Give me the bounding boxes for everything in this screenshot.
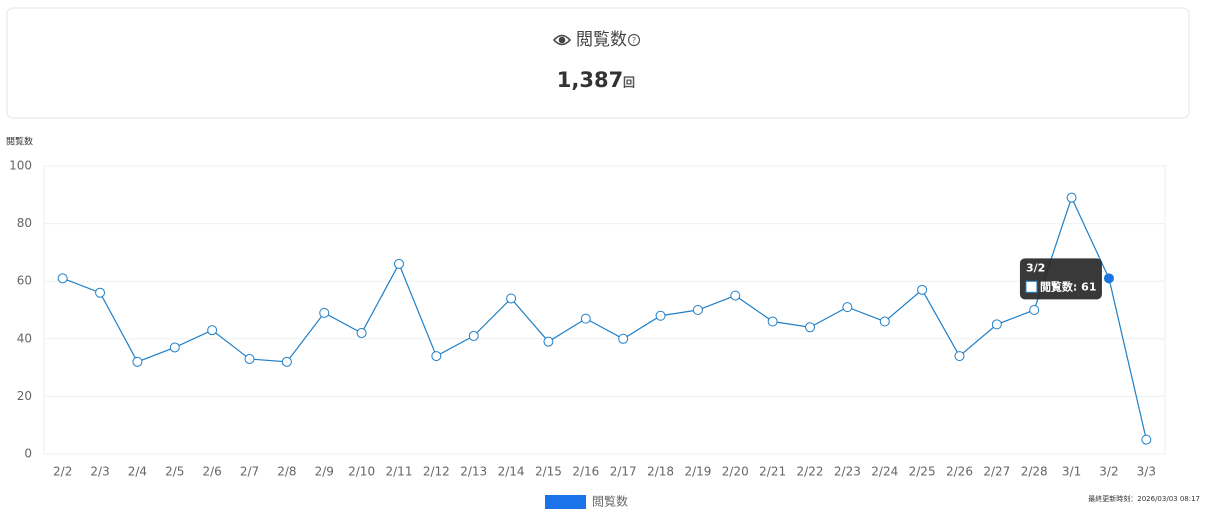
data-point bbox=[917, 284, 928, 295]
data-point bbox=[805, 322, 816, 333]
card-title: 閲覧数 bbox=[576, 30, 627, 50]
data-point bbox=[356, 328, 367, 339]
series-line bbox=[62, 196, 1147, 440]
x-tick-label: 2/14 bbox=[498, 465, 525, 479]
x-tick-label: 2/3 bbox=[90, 465, 109, 479]
x-tick-label: 2/27 bbox=[983, 465, 1010, 479]
x-tick-label: 2/20 bbox=[722, 465, 749, 479]
x-tick-label: 3/1 bbox=[1062, 465, 1081, 479]
x-tick-label: 2/16 bbox=[572, 465, 599, 479]
tooltip: 3/2 閲覧数: 61 bbox=[1019, 258, 1102, 300]
data-point bbox=[692, 305, 703, 315]
x-tick-label: 2/15 bbox=[535, 465, 562, 479]
data-point bbox=[57, 273, 68, 284]
plot-area bbox=[43, 165, 1166, 455]
data-point bbox=[95, 287, 106, 298]
legend-swatch bbox=[545, 495, 586, 509]
x-tick-label: 2/18 bbox=[647, 465, 674, 479]
data-point bbox=[655, 310, 666, 321]
data-point bbox=[393, 258, 404, 269]
data-point bbox=[506, 293, 517, 304]
y-axis-label: 閲覧数 bbox=[6, 136, 33, 148]
legend-label: 閲覧数 bbox=[592, 494, 628, 509]
x-tick-label: 2/11 bbox=[386, 465, 413, 479]
data-point bbox=[468, 330, 479, 341]
x-tick-label: 2/17 bbox=[610, 465, 637, 479]
y-tick-label: 40 bbox=[17, 331, 32, 345]
x-tick-label: 2/9 bbox=[315, 465, 334, 479]
data-point bbox=[991, 319, 1002, 330]
data-point bbox=[879, 316, 890, 327]
y-tick-label: 0 bbox=[24, 447, 32, 461]
summary-card bbox=[6, 7, 1190, 119]
x-tick-label: 2/23 bbox=[834, 465, 861, 479]
x-tick-label: 2/4 bbox=[128, 465, 147, 479]
data-point bbox=[543, 336, 554, 347]
data-point bbox=[580, 313, 591, 324]
tooltip-title: 3/2 bbox=[1026, 261, 1045, 274]
data-point bbox=[132, 356, 143, 367]
data-point bbox=[169, 342, 180, 353]
tooltip-text: 閲覧数: 61 bbox=[1040, 279, 1097, 293]
x-tick-label: 2/28 bbox=[1021, 465, 1048, 479]
x-tick-label: 2/12 bbox=[423, 465, 450, 479]
data-point bbox=[618, 333, 629, 344]
tooltip-swatch bbox=[1025, 280, 1038, 293]
data-point bbox=[767, 316, 778, 327]
x-tick-label: 2/13 bbox=[460, 465, 487, 479]
x-tick-label: 2/25 bbox=[909, 465, 936, 479]
data-point bbox=[244, 353, 255, 364]
total-value: 1,387 bbox=[557, 68, 623, 92]
x-tick-label: 2/10 bbox=[348, 465, 375, 479]
x-tick-label: 2/26 bbox=[946, 465, 973, 479]
x-tick-label: 2/2 bbox=[53, 465, 72, 479]
data-point bbox=[281, 356, 292, 367]
data-point bbox=[842, 302, 853, 313]
x-tick-label: 3/3 bbox=[1137, 465, 1156, 479]
x-tick-label: 2/8 bbox=[277, 465, 296, 479]
data-point bbox=[1103, 273, 1114, 284]
svg-text:?: ? bbox=[632, 36, 636, 45]
eye-icon bbox=[552, 34, 572, 46]
data-point bbox=[319, 307, 330, 318]
x-tick-label: 2/21 bbox=[759, 465, 786, 479]
data-point bbox=[431, 351, 442, 362]
x-tick-label: 3/2 bbox=[1099, 465, 1118, 479]
y-tick-label: 80 bbox=[17, 216, 32, 230]
x-tick-label: 2/24 bbox=[871, 465, 898, 479]
data-point bbox=[1029, 305, 1040, 315]
data-point bbox=[954, 351, 965, 362]
x-tick-label: 2/7 bbox=[240, 465, 259, 479]
data-point bbox=[207, 325, 218, 336]
data-point bbox=[1066, 192, 1077, 203]
total-unit: 回 bbox=[623, 76, 635, 90]
y-tick-label: 60 bbox=[17, 274, 32, 288]
y-tick-label: 100 bbox=[9, 159, 32, 173]
x-tick-label: 2/22 bbox=[797, 465, 824, 479]
help-icon[interactable]: ? bbox=[627, 33, 641, 47]
x-tick-label: 2/19 bbox=[684, 465, 711, 479]
updated-time: 最終更新時刻：2026/03/03 08:17 bbox=[1088, 494, 1200, 503]
x-tick-label: 2/6 bbox=[202, 465, 221, 479]
tooltip-box bbox=[1019, 258, 1102, 300]
data-point bbox=[1141, 434, 1152, 445]
data-point bbox=[730, 290, 741, 301]
x-tick-label: 2/5 bbox=[165, 465, 184, 479]
y-tick-label: 20 bbox=[17, 389, 32, 403]
